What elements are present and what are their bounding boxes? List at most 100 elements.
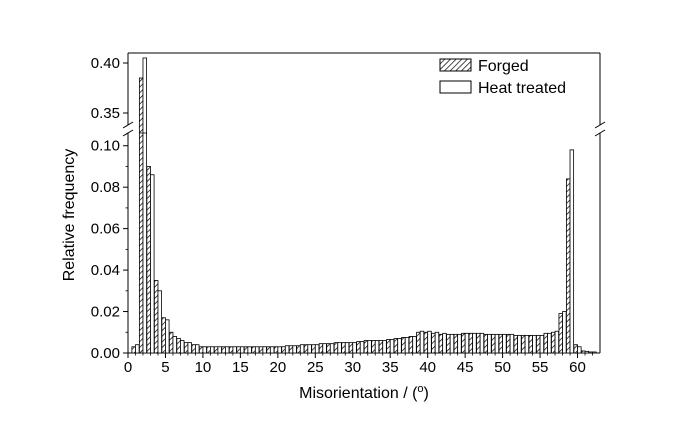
bar-forged-19	[266, 346, 271, 354]
legend-label-heat-treated: Heat treated	[478, 80, 566, 97]
bar-forged-62	[588, 351, 593, 354]
x-tick-label-10: 10	[195, 359, 212, 376]
bar-heat-treated-60	[577, 346, 582, 354]
bar-heat-treated-34	[382, 340, 387, 354]
bar-heat-treated-26	[322, 343, 327, 354]
bar-heat-treated-43	[449, 333, 455, 354]
bar-heat-treated-46	[472, 332, 477, 354]
bar-heat-treated-12	[217, 346, 222, 354]
bar-forged-12	[213, 346, 219, 354]
bar-forged-56	[543, 332, 548, 354]
legend-swatch-heat-treated	[439, 80, 472, 94]
bar-heat-treated-14	[232, 346, 237, 354]
bar-forged-13	[221, 346, 226, 354]
bar-heat-treated-2-upper	[142, 57, 147, 134]
bar-forged-43	[446, 333, 451, 354]
bar-heat-treated-27	[329, 343, 335, 354]
bar-forged-8	[183, 342, 189, 354]
legend-label-forged: Forged	[478, 58, 529, 75]
bar-forged-38	[408, 336, 414, 354]
bar-forged-57	[551, 331, 556, 354]
bar-forged-46	[468, 332, 474, 354]
bar-forged-11	[206, 346, 211, 354]
x-tick-label-5: 5	[161, 359, 169, 376]
bar-forged-21	[281, 346, 286, 354]
axis-break-right	[594, 121, 606, 137]
bar-forged-17	[251, 346, 256, 354]
bar-heat-treated-45	[464, 332, 470, 354]
bar-heat-treated-61	[584, 350, 590, 354]
bar-forged-1	[131, 346, 136, 354]
bar-forged-36	[393, 338, 399, 354]
bars-layer	[131, 57, 597, 354]
bar-heat-treated-51	[509, 333, 515, 354]
bar-heat-treated-38	[412, 336, 417, 354]
bar-forged-48	[483, 333, 489, 354]
bar-forged-59	[566, 178, 571, 354]
bar-heat-treated-41	[434, 331, 440, 354]
bar-heat-treated-40	[427, 330, 432, 354]
bar-heat-treated-4	[157, 290, 162, 354]
bar-forged-24	[303, 344, 309, 354]
bar-heat-treated-28	[337, 342, 342, 354]
x-tick-label-55: 55	[532, 359, 549, 376]
bar-heat-treated-23	[299, 344, 305, 354]
bar-heat-treated-31	[359, 341, 365, 354]
bar-forged-16	[243, 346, 249, 354]
bar-forged-25	[311, 344, 316, 354]
bar-forged-26	[318, 343, 324, 354]
bar-heat-treated-5	[165, 319, 170, 354]
bar-heat-treated-1	[135, 344, 140, 354]
y-tick-label-0.35: 0.35	[91, 105, 120, 122]
bar-heat-treated-32	[367, 340, 372, 354]
bar-forged-40	[423, 331, 429, 354]
bar-forged-14	[228, 346, 234, 354]
bar-forged-55	[536, 334, 541, 354]
bar-heat-treated-52	[517, 334, 522, 354]
bar-heat-treated-19	[269, 346, 275, 354]
x-tick-label-15: 15	[232, 359, 249, 376]
bar-heat-treated-55	[539, 334, 545, 354]
bar-heat-treated-39	[419, 330, 425, 354]
bar-heat-treated-16	[247, 346, 252, 354]
y-axis-title: Relative frequency	[61, 149, 78, 282]
y-tick-label-0.04: 0.04	[91, 262, 120, 279]
bar-forged-20	[273, 346, 279, 354]
y-tick-label-0.06: 0.06	[91, 221, 120, 238]
x-axis-title: Misorientation / (o)	[299, 383, 429, 402]
bar-forged-2-upper	[138, 77, 144, 134]
x-tick-label-60: 60	[569, 359, 586, 376]
x-tick-label-40: 40	[419, 359, 436, 376]
bar-heat-treated-48	[487, 333, 492, 354]
bar-heat-treated-11	[210, 346, 215, 354]
bar-heat-treated-33	[374, 340, 380, 354]
bar-forged-42	[438, 333, 444, 354]
bar-heat-treated-3	[150, 174, 155, 354]
bar-forged-22	[288, 345, 294, 354]
bar-forged-31	[356, 341, 361, 354]
bar-forged-7	[176, 338, 181, 354]
y-tick-label-0.00: 0.00	[91, 345, 120, 362]
bar-heat-treated-50	[502, 333, 507, 354]
bar-forged-47	[476, 332, 481, 354]
bar-heat-treated-44	[457, 333, 462, 354]
bar-heat-treated-17	[254, 346, 260, 354]
bar-heat-treated-20	[277, 346, 282, 354]
bar-forged-37	[401, 337, 406, 354]
bar-forged-60	[573, 344, 578, 354]
bar-heat-treated-54	[532, 334, 537, 354]
bar-forged-9	[191, 344, 196, 354]
bar-heat-treated-8	[187, 342, 192, 354]
x-tick-label-45: 45	[457, 359, 474, 376]
axis-break-left	[122, 121, 134, 137]
y-tick-label-0.10: 0.10	[91, 138, 120, 155]
bar-heat-treated-30	[352, 342, 357, 354]
plot-frame	[122, 52, 606, 354]
bar-forged-54	[528, 334, 533, 354]
x-tick-label-25: 25	[307, 359, 324, 376]
bar-heat-treated-15	[239, 346, 245, 354]
y-axis-ticks: 0.00 0.02 0.04 0.06 0.08 0.10 0.35 0.40	[91, 55, 128, 362]
x-tick-label-0: 0	[124, 359, 132, 376]
bar-heat-treated-42	[442, 332, 447, 354]
